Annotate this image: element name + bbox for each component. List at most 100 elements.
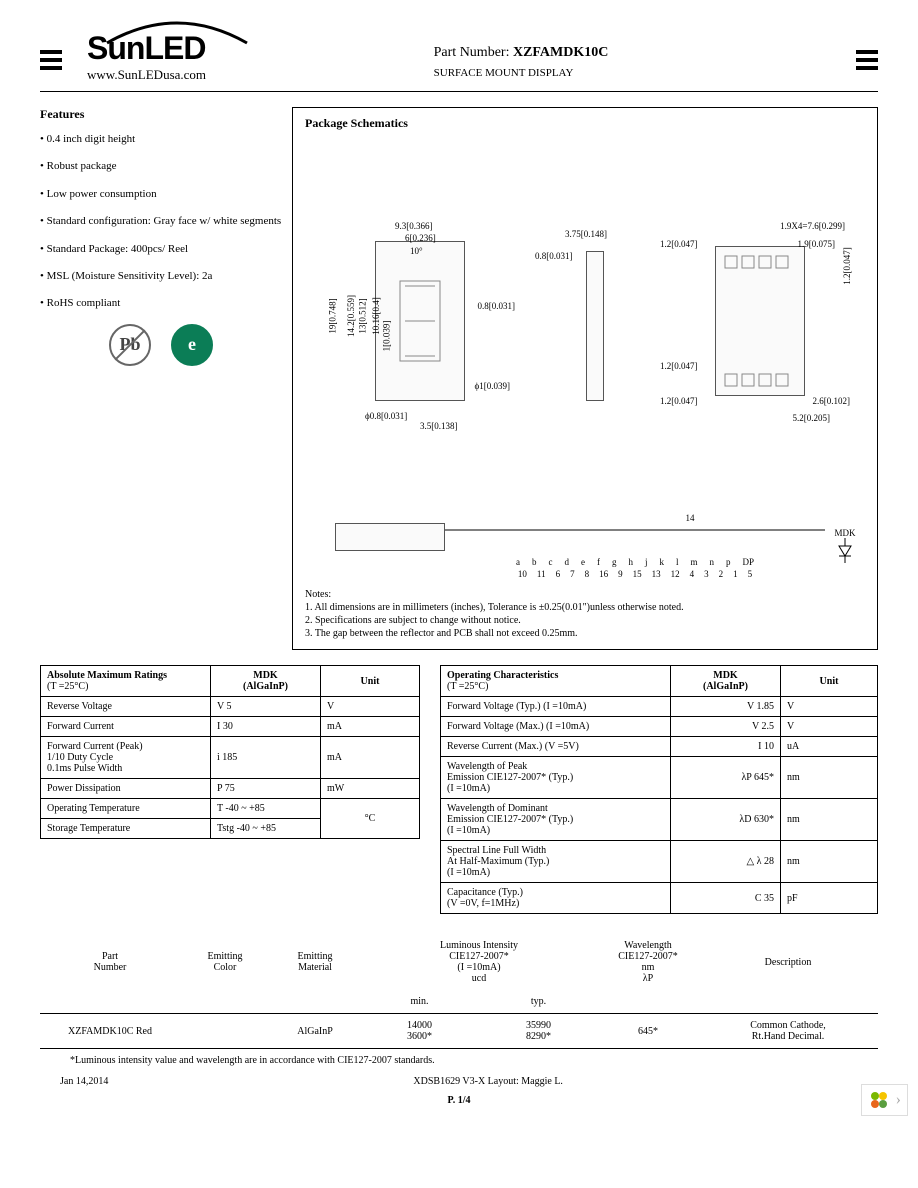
- dim-label: ϕ0.8[0.031]: [365, 411, 407, 421]
- compliance-icons: Pb e: [40, 324, 282, 366]
- dim-label: 19[0.748]: [328, 298, 338, 333]
- op-param: Wavelength of Peak Emission CIE127-2007*…: [441, 757, 671, 799]
- dim-label: 1.2[0.047]: [660, 361, 698, 371]
- op-unit: V: [781, 697, 878, 717]
- op-unit: nm: [781, 841, 878, 883]
- dim-label: 1.2[0.047]: [660, 239, 698, 249]
- op-value: λD 630*: [671, 799, 781, 841]
- segment-letter: b: [532, 557, 537, 567]
- op-param: Spectral Line Full Width At Half-Maximum…: [441, 841, 671, 883]
- dim-label: 0.8[0.031]: [535, 251, 573, 261]
- part-number-label: Part Number:: [434, 45, 510, 60]
- schematics-box: Package Schematics 9.3[0.366] 6[0.236] 1…: [292, 107, 878, 650]
- segment-letter: g: [612, 557, 617, 567]
- side-view-drawing: [586, 251, 604, 401]
- op-unit: uA: [781, 737, 878, 757]
- menu-icon-right[interactable]: [856, 50, 878, 70]
- op-mat: (AlGaInP): [703, 681, 748, 692]
- segment-letter: d: [564, 557, 569, 567]
- notes-title: Notes:: [305, 589, 865, 600]
- abs-unit: mA: [321, 737, 420, 779]
- segment-pin: 7: [570, 569, 575, 579]
- segment-pin: 15: [633, 569, 642, 579]
- features-title: Features: [40, 107, 282, 122]
- dim-label: 2.6[0.102]: [813, 396, 851, 406]
- dim-label: 5.2[0.205]: [793, 413, 831, 423]
- op-param: Forward Voltage (Typ.) (I =10mA): [441, 697, 671, 717]
- abs-param: Power Dissipation: [41, 779, 211, 799]
- dim-label: 1.9[0.075]: [798, 239, 836, 249]
- segment-pin: 5: [748, 569, 753, 579]
- abs-unit: V: [321, 697, 420, 717]
- segment-letter: f: [597, 557, 600, 567]
- op-value: I 10: [671, 737, 781, 757]
- abs-value: P 75: [211, 779, 321, 799]
- segment-letters: abcdefghjklmnpDP: [516, 557, 754, 567]
- sum-desc: Common Cathode, Rt.Hand Decimal.: [698, 1014, 878, 1049]
- abs-value: V 5: [211, 697, 321, 717]
- page-header: SunLED www.SunLEDusa.com Part Number: XZ…: [40, 30, 878, 92]
- segment-letter: m: [691, 557, 698, 567]
- op-unit: V: [781, 717, 878, 737]
- segment-pin: 2: [719, 569, 724, 579]
- abs-value: Tstg -40 ~ +85: [211, 819, 321, 839]
- lead-free-icon: Pb: [109, 324, 151, 366]
- footprint-pads-icon: [720, 251, 800, 391]
- schematic-drawings: 9.3[0.366] 6[0.236] 10° 19[0.748] 14.2[0…: [305, 141, 865, 501]
- dim-label: 6[0.236]: [405, 233, 436, 243]
- logo-url: www.SunLEDusa.com: [87, 67, 206, 83]
- diode-icon: [835, 538, 855, 563]
- segment-letter: a: [516, 557, 520, 567]
- op-char-table-block: Operating Characteristics (T =25°C) MDK …: [440, 665, 878, 914]
- dim-label: 10°: [410, 246, 423, 256]
- sum-min2: 3600*: [407, 1031, 432, 1042]
- sum-part: XZFAMDK10C: [68, 1026, 133, 1037]
- abs-mat: (AlGaInP): [243, 681, 288, 692]
- op-unit-header: Unit: [781, 666, 878, 697]
- sum-h-desc: Description: [698, 934, 878, 990]
- abs-param: Reverse Voltage: [41, 697, 211, 717]
- diode-array-icon: [445, 525, 825, 555]
- segment-pin: 13: [652, 569, 661, 579]
- dim-label: 1.2[0.047]: [660, 396, 698, 406]
- op-value: V 2.5: [671, 717, 781, 737]
- segment-pin: 16: [599, 569, 608, 579]
- op-value: V 1.85: [671, 697, 781, 717]
- segment-letter: DP: [743, 557, 755, 567]
- op-param: Wavelength of Dominant Emission CIE127-2…: [441, 799, 671, 841]
- segment-display-icon: [395, 276, 445, 366]
- nav-next-icon[interactable]: ›: [896, 1091, 901, 1109]
- features-list: 0.4 inch digit height Robust package Low…: [40, 132, 282, 312]
- abs-value: T -40 ~ +85: [211, 799, 321, 819]
- abs-value: i 185: [211, 737, 321, 779]
- dim-label: 3.5[0.138]: [420, 421, 458, 431]
- datasheet-page: SunLED www.SunLEDusa.com Part Number: XZ…: [0, 0, 918, 1126]
- abs-mdk: MDK: [253, 670, 277, 681]
- sum-h-color: Emitting Color: [180, 934, 270, 990]
- sum-h-min: min.: [360, 990, 479, 1014]
- segment-letter: l: [676, 557, 679, 567]
- abs-unit-header: Unit: [321, 666, 420, 697]
- abs-param: Storage Temperature: [41, 819, 211, 839]
- dim-label: 13[0.512]: [358, 298, 368, 333]
- nav-widget[interactable]: ›: [861, 1084, 908, 1116]
- segment-letter: p: [726, 557, 731, 567]
- abs-value: I 30: [211, 717, 321, 737]
- dim-label: 1.2[0.047]: [841, 247, 851, 285]
- segment-letter: e: [581, 557, 585, 567]
- summary-table: Part Number Emitting Color Emitting Mate…: [40, 934, 878, 1049]
- feature-item: MSL (Moisture Sensitivity Level): 2a: [40, 269, 282, 284]
- features-block: Features 0.4 inch digit height Robust pa…: [40, 107, 282, 650]
- abs-param: Forward Current (Peak) 1/10 Duty Cycle 0…: [41, 737, 211, 779]
- abs-max-table: Absolute Maximum Ratings (T =25°C) MDK (…: [40, 665, 420, 839]
- footer-doc: XDSB1629 V3-X Layout: Maggie L.: [413, 1076, 563, 1087]
- menu-icon-left[interactable]: [40, 50, 62, 70]
- sum-h-typ: typ.: [479, 990, 598, 1014]
- segment-pin: 1: [733, 569, 738, 579]
- sum-h-lum: Luminous Intensity CIE127-2007* (I =10mA…: [360, 934, 598, 990]
- feature-item: RoHS compliant: [40, 296, 282, 311]
- feature-item: Robust package: [40, 159, 282, 174]
- abs-max-table-block: Absolute Maximum Ratings (T =25°C) MDK (…: [40, 665, 420, 914]
- op-cond: (T =25°C): [447, 681, 488, 692]
- note-line: 3. The gap between the reflector and PCB…: [305, 628, 865, 639]
